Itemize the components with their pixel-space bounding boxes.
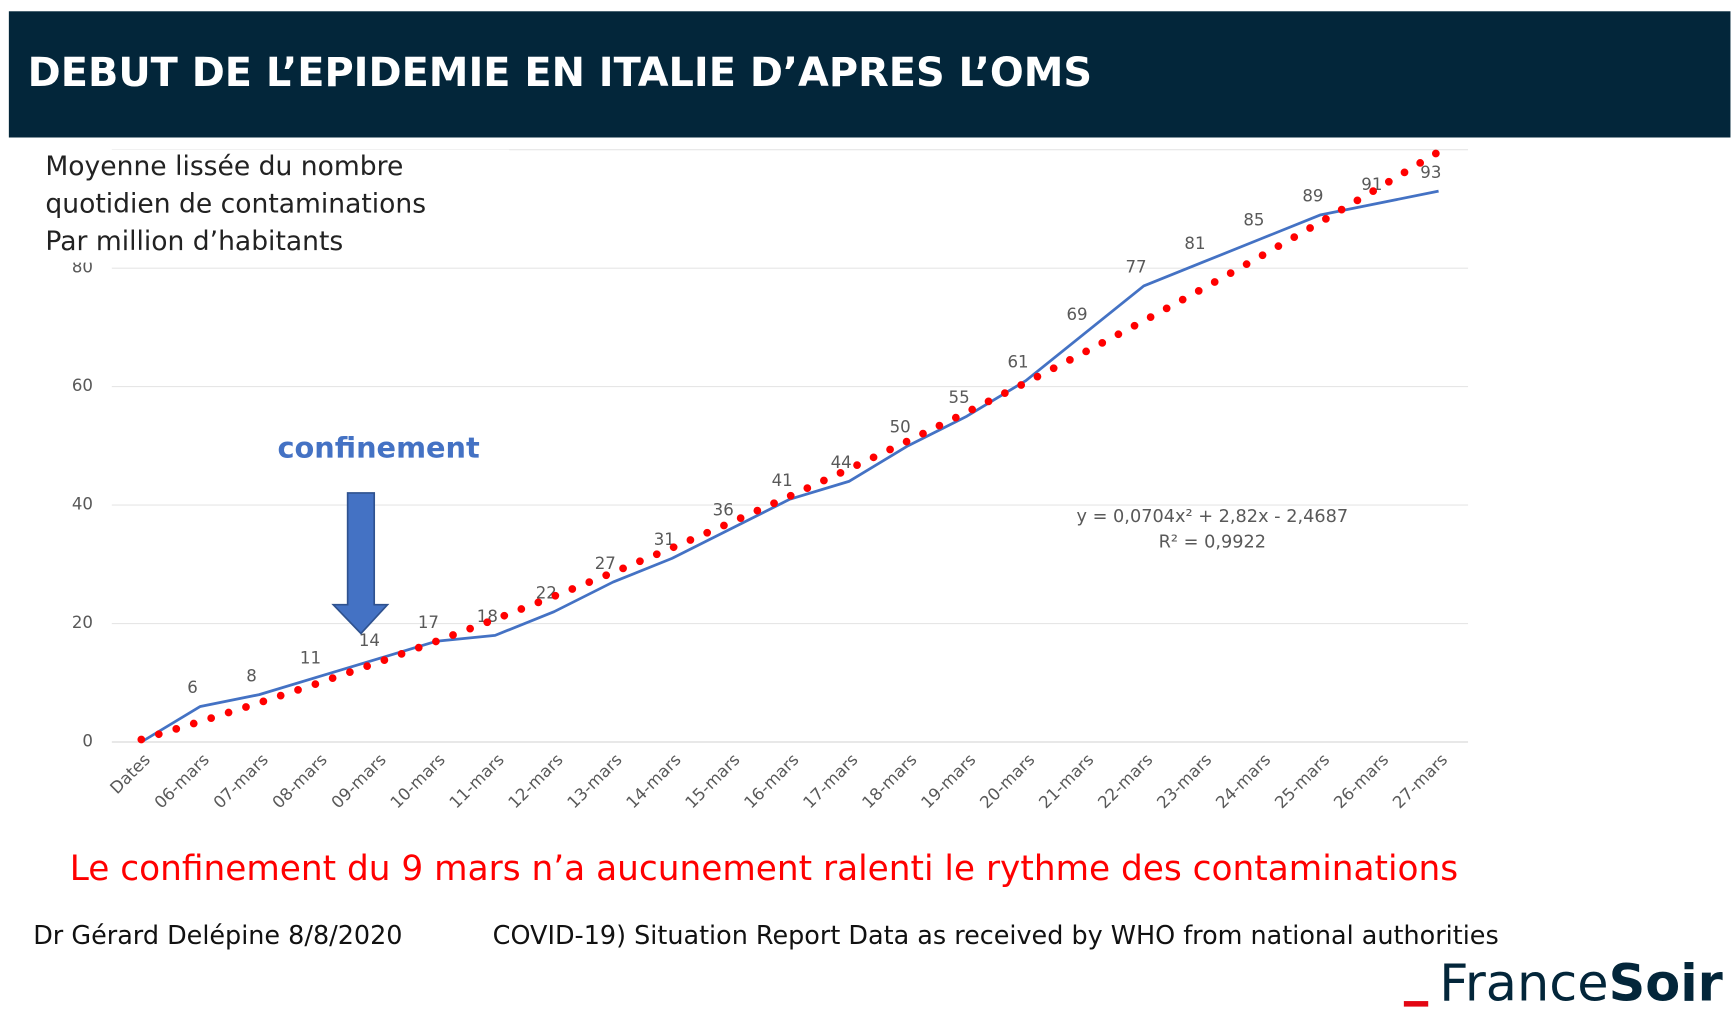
data-label: 89 xyxy=(1302,187,1323,206)
data-label: 17 xyxy=(418,613,439,632)
trend-line xyxy=(137,147,1443,744)
data-label: 69 xyxy=(1066,305,1087,324)
x-tick-label: 23-mars xyxy=(1153,750,1215,812)
data-label: 81 xyxy=(1184,234,1205,253)
data-label: 27 xyxy=(595,554,616,573)
x-tick-label: 25-mars xyxy=(1271,750,1333,812)
data-label: 18 xyxy=(477,607,498,626)
x-tick-label: 08-mars xyxy=(269,750,331,812)
x-tick-label: 17-mars xyxy=(799,750,861,812)
x-tick-label: 26-mars xyxy=(1330,750,1392,812)
data-label: 55 xyxy=(949,388,970,407)
data-label: 91 xyxy=(1361,175,1382,194)
x-tick-label: 09-mars xyxy=(328,750,390,812)
y-tick-label: 60 xyxy=(72,376,93,395)
arrow xyxy=(331,492,390,635)
x-tick-label: 13-mars xyxy=(564,750,626,812)
arrow-label: confinement xyxy=(277,431,480,465)
x-tick-label: 24-mars xyxy=(1212,750,1274,812)
x-tick-label: Dates xyxy=(106,750,154,798)
author: Dr Gérard Delépine 8/8/2020 xyxy=(33,921,402,951)
data-label: 61 xyxy=(1008,352,1029,371)
x-tick-label: 06-mars xyxy=(151,750,213,812)
data-label: 14 xyxy=(359,631,380,650)
logo-a: France xyxy=(1439,955,1608,1014)
source: COVID-19) Situation Report Data as recei… xyxy=(493,921,1499,951)
subtitle-line: Moyenne lissée du nombre xyxy=(45,151,403,182)
subtitle-box xyxy=(33,149,510,263)
data-label: 44 xyxy=(831,453,852,472)
y-tick-label: 40 xyxy=(72,495,93,514)
data-label: 31 xyxy=(654,530,675,549)
header-bar xyxy=(8,11,1731,138)
x-tick-label: 18-mars xyxy=(858,750,920,812)
logo-dash xyxy=(1403,1001,1429,1007)
x-tick-label: 22-mars xyxy=(1094,750,1156,812)
data-label: 85 xyxy=(1243,210,1264,229)
x-tick-label: 12-mars xyxy=(505,750,567,812)
data-label: 77 xyxy=(1125,258,1146,277)
caption: Le confinement du 9 mars n’a aucunement … xyxy=(70,849,1458,889)
x-tick-label: 21-mars xyxy=(1035,750,1097,812)
title: DEBUT DE L’EPIDEMIE EN ITALIE D’APRES L’… xyxy=(28,50,1092,96)
data-label: 41 xyxy=(772,471,793,490)
data-label: 11 xyxy=(300,649,321,668)
x-tick-label: 10-mars xyxy=(387,750,449,812)
data-label: 36 xyxy=(713,501,734,520)
y-tick-label: 0 xyxy=(82,732,93,751)
x-tick-label: 07-mars xyxy=(210,750,272,812)
x-tick-label: 11-mars xyxy=(446,750,508,812)
x-tick-label: 19-mars xyxy=(917,750,979,812)
data-line xyxy=(140,189,1439,744)
x-tick-label: 20-mars xyxy=(976,750,1038,812)
data-label: 93 xyxy=(1420,163,1441,182)
x-tick-label: 27-mars xyxy=(1389,750,1451,812)
x-tick-label: 16-mars xyxy=(740,750,802,812)
x-tick-label: 15-mars xyxy=(681,750,743,812)
data-label: 6 xyxy=(187,678,198,697)
subtitle-line: quotidien de contaminations xyxy=(45,189,426,220)
subtitle-line: Par million d’habitants xyxy=(45,226,343,257)
logo-b: Soir xyxy=(1609,955,1723,1014)
x-tick-label: 14-mars xyxy=(623,750,685,812)
data-label: 50 xyxy=(890,418,911,437)
logo: FranceSoir xyxy=(1439,955,1722,1014)
r-squared: R² = 0,9922 xyxy=(1159,533,1266,553)
data-label: 22 xyxy=(536,583,557,602)
y-tick-label: 20 xyxy=(72,613,93,632)
equation: y = 0,0704x² + 2,82x - 2,4687 xyxy=(1076,507,1348,527)
data-label: 8 xyxy=(246,666,257,685)
